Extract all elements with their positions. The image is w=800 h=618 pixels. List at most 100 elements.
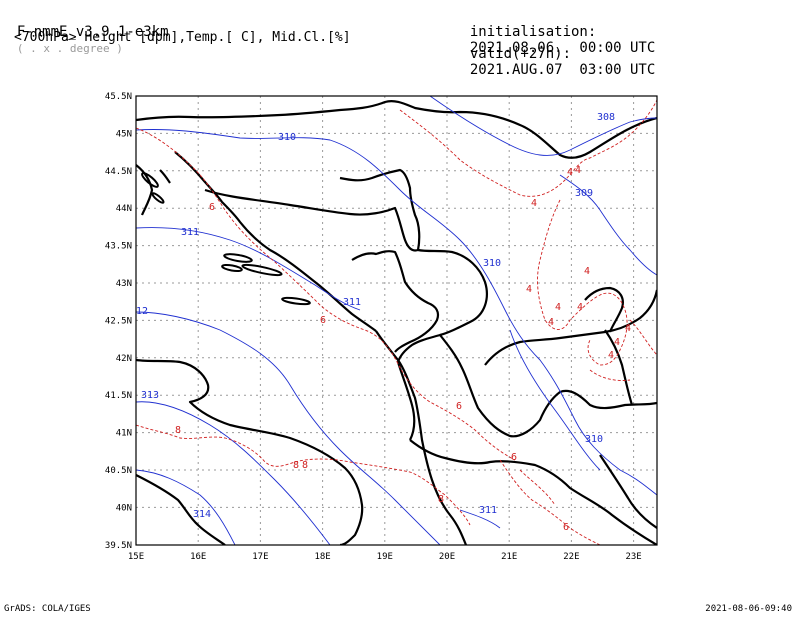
longitude-tick-label: 22E [563, 552, 579, 562]
height-contour-label: 310 [483, 258, 501, 269]
longitude-tick-label: 16E [190, 552, 206, 562]
island-4 [221, 263, 243, 273]
height-contour-label: 310 [278, 132, 296, 143]
temp-contour-6-gr [519, 469, 556, 506]
temp-contour-label: 4 [555, 302, 561, 313]
height-contour-313 [136, 401, 331, 545]
height-contour-label: 311 [181, 227, 199, 238]
temp-contour-label: 6 [320, 315, 326, 326]
valid-line: valid(+27h): 2021.AUG.07 03:00 UTC [453, 30, 655, 78]
temp-contour-4-se [589, 319, 657, 381]
temp-contour-label: 6 [563, 522, 569, 533]
init-line: initialisation: 2021.08.06. 00:00 UTC [453, 8, 655, 56]
temp-contour-label: 4 [531, 198, 537, 209]
valid-value: 2021.AUG.07 03:00 UTC [469, 62, 656, 78]
fields-title: <700hPa> Height [dpm],Temp.[ C], Mid.Cl.… [14, 30, 351, 45]
latitude-tick-label: 42N [116, 354, 132, 364]
longitude-tick-label: 23E [625, 552, 641, 562]
latitude-tick-label: 41.5N [105, 391, 132, 401]
latitude-tick-label: 45.5N [105, 92, 132, 102]
temp-contour-label: 4 [577, 302, 583, 313]
height-contour-label: 308 [597, 112, 615, 123]
temp-contour-label: 4 [526, 284, 532, 295]
montenegro-border [351, 250, 440, 353]
latitude-tick-label: 43N [116, 279, 132, 289]
height-contours [136, 96, 657, 545]
greece-west [599, 454, 657, 529]
height-contour-label: 311 [343, 297, 361, 308]
temp-contour-label: 4 [625, 323, 631, 334]
temp-contour-label: 8 [302, 460, 308, 471]
latitude-tick-label: 43.5N [105, 242, 132, 252]
temp-contour-label: 4 [548, 317, 554, 328]
longitude-tick-label: 21E [501, 552, 517, 562]
island-2 [241, 263, 283, 277]
init-label: initialisation: [469, 24, 597, 40]
latitude-tick-label: 40N [116, 503, 132, 513]
temp-contour-label: 6 [209, 202, 215, 213]
height-contour-310-north [136, 129, 657, 496]
macedonia-border [484, 289, 657, 366]
northern-border [136, 100, 657, 159]
longitude-tick-label: 19E [377, 552, 393, 562]
temperature-contours [136, 99, 657, 545]
height-contour-label: 309 [575, 188, 593, 199]
map-frame [135, 95, 658, 546]
temp-contour-label: 8 [438, 494, 444, 505]
height-contour-label: 313 [141, 390, 159, 401]
island-5 [141, 172, 159, 188]
temp-contour-label: 4 [567, 167, 573, 178]
model-title: F-nmmE_v3.9.1-e3km ( . x . degree ) [0, 8, 169, 57]
temp-contour-8 [136, 424, 471, 526]
grid-resolution: ( . x . degree ) [16, 42, 123, 55]
footer-right: 2021-08-06-09:40 [705, 604, 792, 614]
latitude-tick-label: 44.5N [105, 167, 132, 177]
islands [141, 172, 311, 306]
longitude-tick-label: 15E [128, 552, 144, 562]
temp-contour-label: 4 [608, 350, 614, 361]
latitude-tick-label: 41N [116, 429, 132, 439]
longitude-tick-label: 18E [314, 552, 330, 562]
height-contour-308 [429, 96, 657, 156]
height-contour-label: 311 [479, 505, 497, 516]
latitude-tick-label: 40.5N [105, 466, 132, 476]
island-6 [151, 192, 165, 204]
bulgaria-border [584, 286, 634, 406]
temp-contour-label: 6 [456, 401, 462, 412]
model-name: F-nmmE_v3.9.1-e3km [16, 24, 169, 40]
latitude-labels: 45.5N 45N 44.5N 44N 43.5N 43N 42.5N 42N 41.5N 41N… [105, 92, 132, 551]
temp-contour-6-north [136, 127, 516, 461]
height-contour-label: 12 [136, 306, 148, 317]
croatia-coast [174, 151, 377, 332]
valid-label: valid(+27h): [469, 46, 572, 62]
kosovo-border [439, 334, 657, 438]
italy-heel [136, 358, 364, 545]
longitude-tick-label: 20E [439, 552, 455, 562]
height-contour-311-south [459, 329, 601, 529]
adriatic-coast-north [136, 164, 171, 216]
albania-coast [375, 330, 468, 545]
temp-contour-label: 8 [293, 460, 299, 471]
latitude-tick-label: 39.5N [105, 541, 132, 551]
longitude-labels: 15E 16E 17E 18E 19E 20E 21E 22E 23E [128, 552, 642, 562]
temp-contour-label: 8 [175, 425, 181, 436]
height-contour-314 [136, 469, 236, 545]
height-contour-labels: 310 308 309 311 310 311 12 313 310 314 311 [136, 112, 615, 520]
latitude-tick-label: 42.5N [105, 316, 132, 326]
temp-contour-4-loop [537, 199, 628, 366]
temp-contour-6-south [499, 459, 601, 545]
italy-gulf [136, 474, 226, 545]
height-contour-309 [559, 174, 657, 276]
greece-border [409, 439, 657, 545]
temp-contour-label: 4 [575, 165, 581, 176]
temp-contour-4-east [399, 99, 657, 197]
country-borders [136, 100, 657, 545]
temp-contour-label: 4 [584, 266, 590, 277]
longitude-tick-label: 17E [252, 552, 268, 562]
temp-contour-label: 6 [511, 452, 517, 463]
height-contour-label: 314 [193, 509, 211, 520]
latitude-tick-label: 45N [116, 129, 132, 139]
height-contour-label: 310 [585, 434, 603, 445]
